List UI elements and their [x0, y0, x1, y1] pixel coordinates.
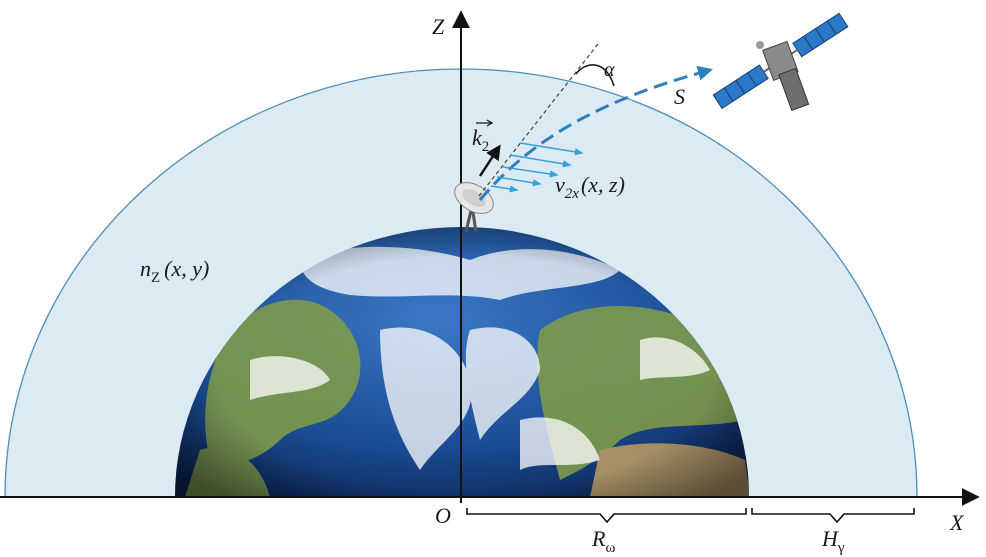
- satellite-label: S: [674, 84, 685, 109]
- h-gamma-bracket: [751, 508, 915, 524]
- wind-arrow: [502, 166, 559, 178]
- wind-arrow: [490, 185, 519, 193]
- wind-arrow: [509, 154, 572, 168]
- alpha-angle-arc: [575, 64, 615, 87]
- k2-label: k2: [472, 119, 494, 155]
- wind-arrows: [490, 142, 584, 193]
- x-axis-label: X: [949, 510, 965, 535]
- atmosphere-height-label: Hγ: [821, 526, 845, 556]
- wind-arrow: [519, 142, 584, 156]
- z-axis-label: Z: [432, 14, 445, 39]
- velocity-label: v2x(x, z): [555, 172, 625, 202]
- alpha-label: α: [604, 59, 615, 81]
- r-omega-bracket: [466, 508, 747, 524]
- origin-label: O: [435, 503, 451, 528]
- k2-vector-arrow: [478, 144, 501, 177]
- wind-arrow: [496, 176, 542, 187]
- earth-radius-label: Rω: [591, 526, 615, 556]
- svg-text:k2: k2: [472, 125, 489, 155]
- refractive-index-label: nZ (x, y): [140, 256, 209, 286]
- antenna-dish-icon: [454, 182, 494, 233]
- satellite-icon: [712, 12, 849, 111]
